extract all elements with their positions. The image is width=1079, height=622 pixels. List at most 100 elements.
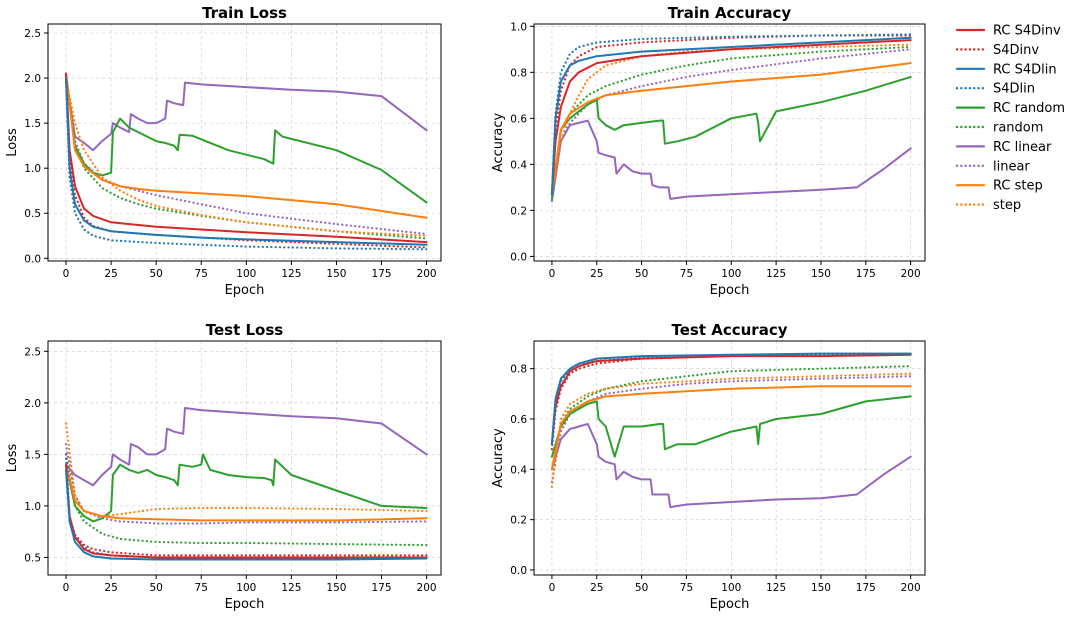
train-loss-series-rc-s4dlin	[65, 77, 428, 246]
y-tick-label: 0.2	[510, 205, 527, 217]
train-accuracy-ylabel: Accuracy	[491, 113, 506, 173]
test-loss-series-rc-s4dlin	[65, 468, 428, 561]
x-tick-label: 175	[371, 268, 391, 280]
train-loss-series-rc-step	[65, 72, 428, 219]
y-tick-label: 1.0	[510, 21, 527, 33]
x-tick-label: 125	[766, 582, 786, 594]
test-loss-panel: 0 25 50 75 100 125 150 175 200 0.5 1.0 1.5 2.0 2.5 Tes…	[5, 321, 442, 612]
legend-label-rc-linear: RC linear	[993, 140, 1052, 155]
x-tick-label: 175	[856, 268, 876, 280]
test-accuracy-xlabel: Epoch	[710, 597, 750, 612]
legend-label-s4dinv: S4Dinv	[993, 43, 1039, 58]
x-tick-label: 25	[590, 582, 603, 594]
test-accuracy-series-rc-random	[550, 395, 912, 458]
test-loss-series-random	[64, 453, 428, 547]
x-tick-label: 50	[635, 268, 648, 280]
train-accuracy-series-linear	[550, 48, 912, 196]
train-loss-series-linear	[64, 72, 428, 236]
x-tick-label: 150	[326, 582, 346, 594]
x-tick-label: 0	[63, 582, 70, 594]
y-tick-label: 0.0	[510, 565, 527, 577]
legend-label-rc-random: RC random	[993, 101, 1065, 116]
x-tick-label: 50	[635, 582, 648, 594]
x-tick-label: 200	[417, 268, 437, 280]
y-tick-label: 2.0	[24, 73, 41, 85]
y-tick-label: 0.0	[510, 251, 527, 263]
train-loss-series-random	[64, 72, 428, 240]
test-loss-series-rc-linear	[65, 407, 428, 487]
train-accuracy-title: Train Accuracy	[668, 4, 792, 22]
x-tick-label: 150	[326, 268, 346, 280]
x-tick-label: 0	[63, 268, 70, 280]
y-tick-label: 0.4	[510, 464, 527, 476]
y-tick-label: 0.8	[510, 67, 527, 79]
y-tick-label: 0.6	[510, 113, 527, 125]
test-accuracy-series-rc-step	[550, 385, 912, 471]
train-accuracy-series-rc-step	[550, 62, 912, 196]
test-accuracy-panel: 0 25 50 75 100 125 150 175 200 0.0 0.2 0.4 0.6 0.8 Tes…	[491, 321, 926, 612]
train-accuracy-series-rc-linear	[550, 119, 912, 203]
x-tick-label: 25	[104, 582, 117, 594]
y-tick-label: 0.5	[24, 552, 41, 564]
x-tick-label: 200	[417, 582, 437, 594]
test-accuracy-series-rc-s4dinv	[550, 353, 912, 446]
train-accuracy-axes-frame	[533, 23, 926, 262]
y-tick-label: 1.5	[24, 118, 41, 130]
x-tick-label: 125	[281, 582, 301, 594]
x-tick-label: 100	[236, 582, 256, 594]
x-tick-label: 75	[195, 268, 208, 280]
train-accuracy-series-rc-s4dinv	[550, 39, 912, 196]
y-tick-label: 0.4	[510, 159, 527, 171]
train-accuracy-series-rc-s4dlin	[550, 36, 912, 196]
train-loss-axes-frame	[47, 23, 442, 262]
x-tick-label: 150	[811, 582, 831, 594]
train-loss-ylabel: Loss	[5, 128, 20, 157]
x-tick-label: 0	[549, 582, 556, 594]
train-accuracy-xlabel: Epoch	[710, 283, 750, 298]
train-loss-title: Train Loss	[202, 4, 287, 22]
test-loss-xlabel: Epoch	[225, 597, 265, 612]
test-accuracy-ylabel: Accuracy	[491, 428, 506, 488]
legend-label-random: random	[993, 121, 1043, 136]
legend-label-rc-s4dlin: RC S4Dlin	[993, 62, 1057, 77]
legend: RC S4Dinv S4Dinv RC S4Dlin S4Dlin RC random r…	[955, 24, 1065, 213]
legend-label-step: step	[993, 198, 1021, 213]
train-loss-xlabel: Epoch	[225, 283, 265, 298]
y-tick-label: 0.0	[24, 253, 41, 265]
x-tick-label: 200	[901, 268, 921, 280]
x-tick-label: 150	[811, 268, 831, 280]
train-accuracy-panel: 0 25 50 75 100 125 150 175 200 0.0 0.2 0.4 0.6 0.8 1.0…	[491, 4, 926, 298]
y-tick-label: 0.8	[510, 364, 527, 376]
legend-label-rc-s4dinv: RC S4Dinv	[993, 24, 1061, 39]
train-loss-series-step	[64, 76, 428, 237]
y-tick-label: 0.2	[510, 515, 527, 527]
y-tick-label: 2.0	[24, 398, 41, 410]
train-loss-series-rc-random	[65, 72, 428, 204]
y-tick-label: 2.5	[24, 346, 41, 358]
test-accuracy-series-rc-linear	[550, 423, 912, 509]
x-tick-label: 100	[721, 582, 741, 594]
y-tick-label: 0.5	[24, 208, 41, 220]
test-accuracy-title: Test Accuracy	[672, 321, 788, 339]
test-accuracy-series-rc-s4dlin	[550, 352, 912, 446]
test-loss-axes-frame	[47, 340, 442, 576]
test-loss-title: Test Loss	[206, 321, 284, 339]
y-tick-label: 2.5	[24, 28, 41, 40]
test-loss-series-rc-random	[65, 453, 428, 523]
y-tick-label: 1.0	[24, 501, 41, 513]
train-loss-series-rc-s4dinv	[65, 72, 428, 244]
x-tick-label: 125	[766, 268, 786, 280]
train-accuracy-series-s4dlin	[550, 33, 912, 196]
test-accuracy-series-linear	[550, 375, 912, 483]
x-tick-label: 75	[195, 582, 208, 594]
test-accuracy-axes-frame	[533, 340, 926, 576]
legend-label-s4dlin: S4Dlin	[993, 82, 1035, 97]
x-tick-label: 175	[856, 582, 876, 594]
x-tick-label: 25	[590, 268, 603, 280]
x-tick-label: 175	[371, 582, 391, 594]
test-loss-series-step	[64, 422, 428, 518]
legend-label-rc-step: RC step	[993, 179, 1043, 194]
test-loss-series-s4dinv	[64, 453, 428, 557]
x-tick-label: 50	[149, 268, 162, 280]
